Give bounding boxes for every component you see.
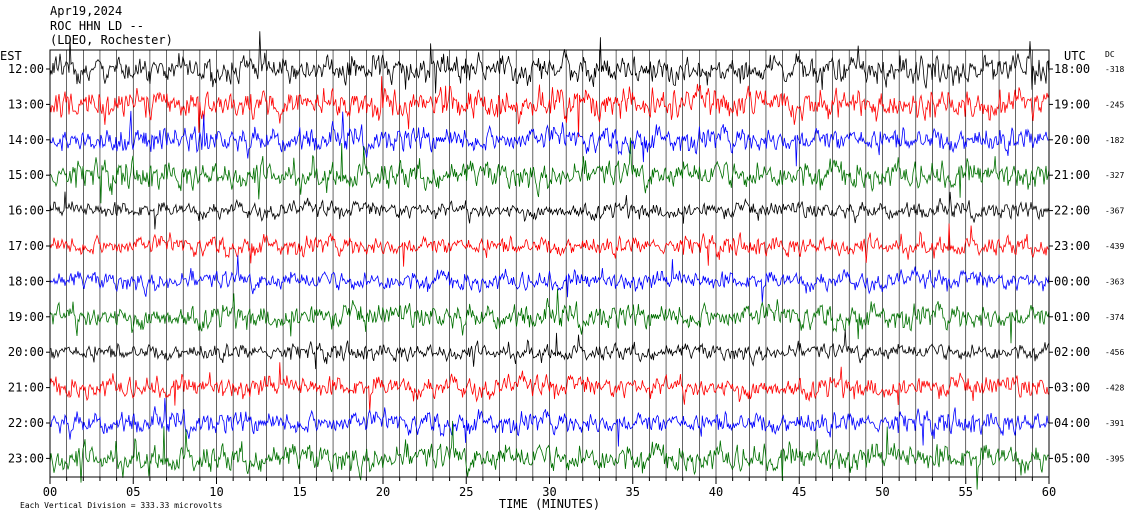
seismic-trace-line xyxy=(49,137,1050,204)
seismic-trace-line xyxy=(49,255,1050,304)
seismic-trace-line xyxy=(49,110,1050,167)
dc-column-title: DC xyxy=(1105,50,1115,59)
est-hour-label: 19:00 xyxy=(8,310,44,324)
dc-offset-label: -367 xyxy=(1105,207,1124,216)
dc-offset-label: -391 xyxy=(1105,419,1124,428)
utc-hour-label: 20:00 xyxy=(1054,133,1090,147)
est-hour-label: 22:00 xyxy=(8,416,44,430)
x-tick-label: 50 xyxy=(875,485,889,499)
est-hour-label: 18:00 xyxy=(8,274,44,288)
x-tick-label: 35 xyxy=(626,485,640,499)
est-hour-label: 15:00 xyxy=(8,168,44,182)
x-tick-label: 25 xyxy=(459,485,473,499)
est-hour-label: 21:00 xyxy=(8,381,44,395)
footer-scale-note: Each Vertical Division = 333.33 microvol… xyxy=(20,501,222,510)
plot-frame xyxy=(49,49,1050,478)
seismic-trace-line xyxy=(49,191,1050,230)
dc-offset-label: -327 xyxy=(1105,171,1124,180)
x-tick-label: 05 xyxy=(126,485,140,499)
x-tick-label: 15 xyxy=(293,485,307,499)
dc-offset-label: -395 xyxy=(1105,454,1124,463)
seismic-trace-line xyxy=(49,362,1050,413)
utc-hour-label: 21:00 xyxy=(1054,168,1090,182)
dc-offset-label: -456 xyxy=(1105,348,1124,357)
dc-offset-label: -245 xyxy=(1105,100,1124,109)
est-hour-label: 17:00 xyxy=(8,239,44,253)
est-hour-label: 12:00 xyxy=(8,62,44,76)
utc-hour-label: 18:00 xyxy=(1054,62,1090,76)
seismic-trace-line xyxy=(49,397,1050,447)
utc-hour-label: 00:00 xyxy=(1054,274,1090,288)
utc-axis-title: UTC xyxy=(1064,49,1086,63)
dc-offset-label: -439 xyxy=(1105,242,1124,251)
seismic-trace-line xyxy=(49,31,1050,94)
utc-hour-label: 22:00 xyxy=(1054,204,1090,218)
x-tick-label: 55 xyxy=(959,485,973,499)
seismic-trace-line xyxy=(49,420,1050,490)
utc-hour-label: 01:00 xyxy=(1054,310,1090,324)
est-hour-label: 13:00 xyxy=(8,97,44,111)
seismic-trace-line xyxy=(49,288,1050,344)
utc-hour-label: 19:00 xyxy=(1054,97,1090,111)
x-axis-title: TIME (MINUTES) xyxy=(499,497,600,511)
x-tick-label: 45 xyxy=(792,485,806,499)
x-tick-label: 00 xyxy=(43,485,57,499)
est-hour-label: 16:00 xyxy=(8,204,44,218)
est-hour-label: 23:00 xyxy=(8,451,44,465)
utc-hour-label: 02:00 xyxy=(1054,345,1090,359)
header-date: Apr19,2024 xyxy=(50,4,123,18)
est-hour-label: 14:00 xyxy=(8,133,44,147)
header-network: (LDEO, Rochester) xyxy=(50,33,173,47)
dc-offset-label: -374 xyxy=(1105,313,1124,322)
x-tick-label: 20 xyxy=(376,485,390,499)
seismic-trace-line xyxy=(49,76,1050,138)
x-tick-label: 40 xyxy=(709,485,723,499)
est-axis-title: EST xyxy=(0,49,22,63)
dc-offset-label: -318 xyxy=(1105,65,1124,74)
seismic-trace-line xyxy=(49,223,1050,267)
utc-hour-label: 23:00 xyxy=(1054,239,1090,253)
dc-offset-label: -182 xyxy=(1105,136,1124,145)
dc-offset-label: -363 xyxy=(1105,277,1124,286)
x-tick-label: 10 xyxy=(209,485,223,499)
seismic-trace-line xyxy=(49,329,1050,370)
utc-hour-label: 05:00 xyxy=(1054,451,1090,465)
x-tick-label: 60 xyxy=(1042,485,1056,499)
est-hour-label: 20:00 xyxy=(8,345,44,359)
x-tick-label: 30 xyxy=(542,485,556,499)
header-station: ROC HHN LD -- xyxy=(50,19,144,33)
utc-hour-label: 04:00 xyxy=(1054,416,1090,430)
utc-hour-label: 03:00 xyxy=(1054,381,1090,395)
dc-offset-label: -428 xyxy=(1105,384,1124,393)
